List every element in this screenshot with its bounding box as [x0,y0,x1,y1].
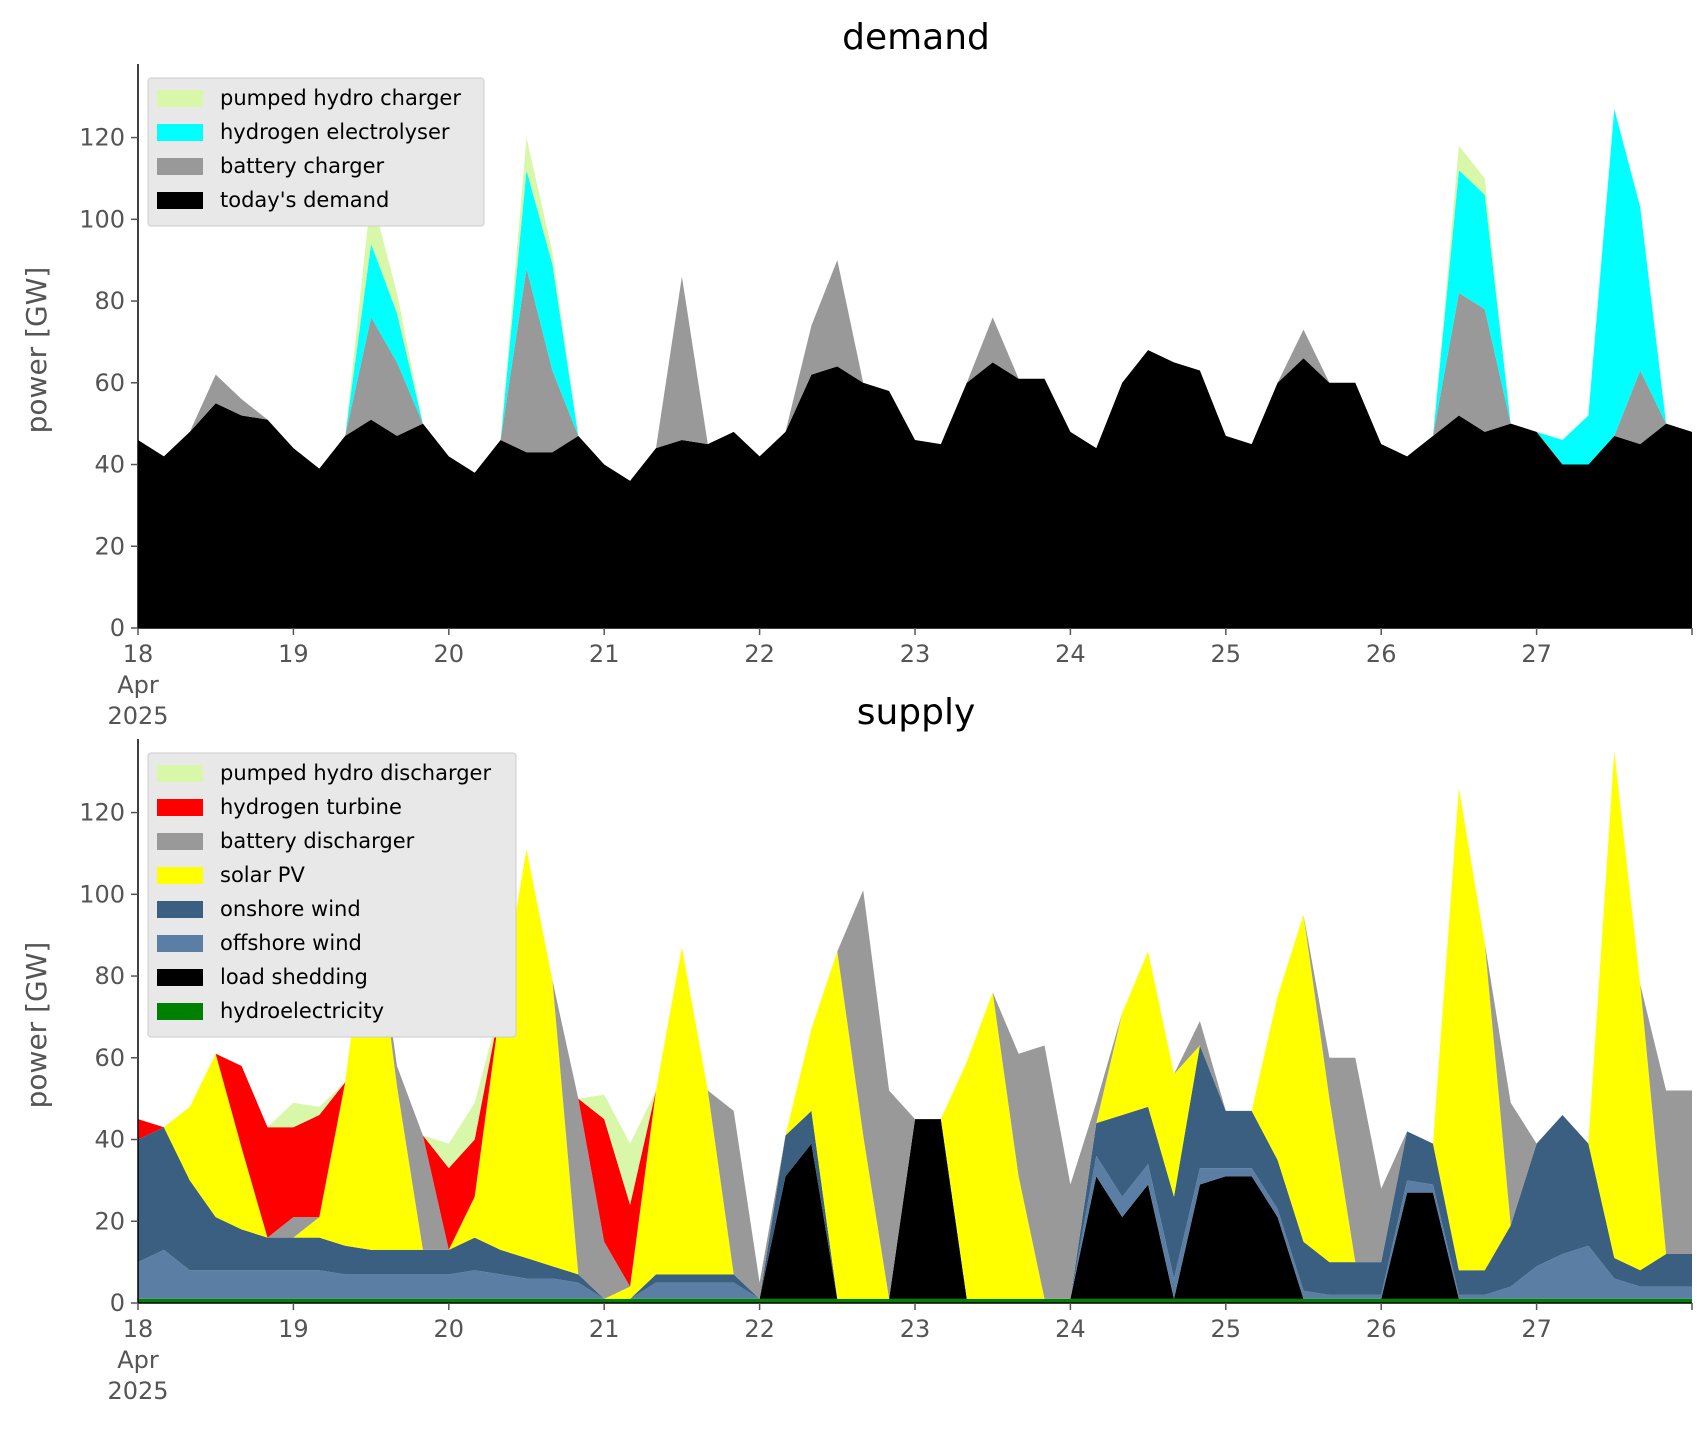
y-tick-label: 40 [94,1126,125,1154]
x-tick-label: 27 [1521,1315,1552,1343]
area-offshore-wind [138,1119,1692,1299]
demand-chart: demand 0 20 40 60 80 100 120 18 Apr 2025 19 20 21 22… [20,17,1693,730]
legend-label: hydrogen electrolyser [220,120,450,144]
supply-chart-title: supply [857,692,976,733]
y-tick-label: 60 [94,369,125,397]
x-tick-label: 18 Apr 2025 [107,1315,168,1405]
x-tick-label: 22 [744,1315,775,1343]
legend-swatch [157,969,203,986]
legend-swatch [157,192,203,209]
area-hydroelectricity [138,1298,1692,1303]
y-tick-label: 100 [79,205,125,233]
y-tick-label: 120 [79,799,125,827]
area-load-shedding [138,1119,1692,1299]
legend-label: today's demand [220,188,389,212]
legend-swatch [157,158,203,175]
x-tick-label: 21 [589,640,620,668]
x-tick-label: 19 [278,640,309,668]
x-tick-label: 20 [434,640,465,668]
legend-label: solar PV [220,863,305,887]
x-tick-label: 26 [1366,1315,1397,1343]
y-tick-label: 100 [79,880,125,908]
legend-swatch [157,124,203,141]
y-tick-label: 120 [79,124,125,152]
x-tick-label: 24 [1055,640,1086,668]
area-battery-charger [138,260,1692,481]
y-tick-label: 40 [94,451,125,479]
legend-label: battery charger [220,154,385,178]
x-tick-label: 23 [900,640,931,668]
supply-plot-area [138,751,1692,1303]
legend-label: offshore wind [220,931,362,955]
demand-x-axis: 18 Apr 2025 19 20 21 22 23 24 25 26 27 [107,627,1693,730]
x-tick-label: 26 [1366,640,1397,668]
x-tick-label: 21 [589,1315,620,1343]
x-tick-label: 23 [900,1315,931,1343]
y-tick-label: 0 [110,614,125,642]
y-tick-label: 20 [94,1207,125,1235]
supply-y-axis: 0 20 40 60 80 100 120 [79,739,139,1317]
y-tick-label: 20 [94,532,125,560]
y-tick-label: 80 [94,962,125,990]
x-tick-label: 19 [278,1315,309,1343]
x-tick-label: 25 [1211,640,1242,668]
legend-swatch [157,1003,203,1020]
supply-x-axis: 18 Apr 2025 19 20 21 22 23 24 25 26 27 [107,1302,1693,1405]
demand-plot-area [138,108,1692,628]
demand-chart-title: demand [842,17,990,58]
x-tick-label: 20 [434,1315,465,1343]
legend-label: onshore wind [220,897,361,921]
supply-chart: supply 0 20 40 60 80 100 120 18 Apr 2025 19 20 21 22… [20,692,1693,1405]
area-solar-pv [138,751,1692,1299]
legend-swatch [157,833,203,850]
legend-label: pumped hydro charger [220,86,461,110]
area-today-s-demand [138,350,1692,628]
supply-y-axis-label: power [GW] [20,942,53,1109]
supply-legend: pumped hydro discharger hydrogen turbine b… [147,752,517,1038]
legend-box [147,752,517,1038]
x-tick-label: 27 [1521,640,1552,668]
demand-y-axis: 0 20 40 60 80 100 120 [79,64,139,642]
legend-box [147,77,485,227]
legend-swatch [157,867,203,884]
legend-label: hydrogen turbine [220,795,402,819]
legend-label: load shedding [220,965,368,989]
y-tick-label: 80 [94,287,125,315]
x-tick-label: 25 [1211,1315,1242,1343]
legend-swatch [157,799,203,816]
x-tick-label: 24 [1055,1315,1086,1343]
legend-label: hydroelectricity [220,999,384,1023]
demand-y-axis-label: power [GW] [20,267,53,434]
legend-swatch [157,765,203,782]
x-tick-label: 22 [744,640,775,668]
legend-swatch [157,90,203,107]
legend-label: battery discharger [220,829,415,853]
demand-legend: pumped hydro charger hydrogen electrolyse… [147,77,485,227]
legend-swatch [157,901,203,918]
legend-label: pumped hydro discharger [220,761,491,785]
y-tick-label: 0 [110,1289,125,1317]
x-tick-label: 18 Apr 2025 [107,640,168,730]
area-hydrogen-electrolyser [138,108,1692,481]
legend-swatch [157,935,203,952]
y-tick-label: 60 [94,1044,125,1072]
